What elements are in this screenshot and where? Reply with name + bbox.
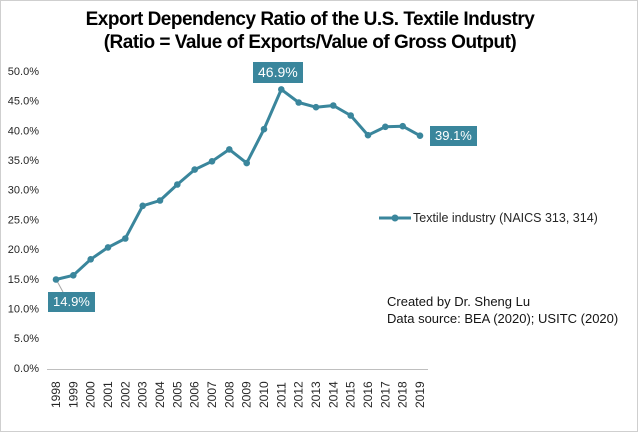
y-axis-tick-label: 30.0% xyxy=(8,185,39,197)
x-axis-tick-label: 2013 xyxy=(309,381,323,408)
data-label-2019: 39.1% xyxy=(430,126,477,146)
series-point-2011 xyxy=(278,86,285,93)
series-point-2014 xyxy=(330,102,337,109)
x-axis-tick-label: 1998 xyxy=(49,381,63,408)
y-axis-tick-label: 15.0% xyxy=(8,274,39,286)
series-point-2005 xyxy=(174,181,181,188)
series-point-2007 xyxy=(208,158,216,165)
x-axis-tick-label: 2001 xyxy=(101,381,115,408)
series-point-2002 xyxy=(122,235,129,242)
legend-line-marker-icon xyxy=(379,214,411,222)
data-label-1998: 14.9% xyxy=(48,292,95,312)
x-axis-tick-label: 2004 xyxy=(153,381,167,408)
x-axis-tick-label: 2010 xyxy=(257,381,271,408)
x-axis-tick-label: 2014 xyxy=(326,381,340,408)
y-axis-tick-label: 25.0% xyxy=(8,214,39,226)
x-axis-tick-label: 2006 xyxy=(188,381,202,408)
x-axis-tick-label: 2002 xyxy=(118,381,132,408)
credit-line1: Created by Dr. Sheng Lu xyxy=(387,294,531,309)
x-axis-tick-label: 1999 xyxy=(66,381,80,408)
credits: Created by Dr. Sheng Lu Data source: BEA… xyxy=(387,293,618,327)
chart-title-line1: Export Dependency Ratio of the U.S. Text… xyxy=(85,9,535,30)
x-axis-tick-label: 2000 xyxy=(84,381,98,408)
x-axis-tick-label: 2016 xyxy=(361,381,375,408)
y-axis-tick-label: 45.0% xyxy=(8,96,39,108)
legend-label: Textile industry (NAICS 313, 314) xyxy=(413,211,598,225)
series-point-2013 xyxy=(312,103,320,111)
series-point-2006 xyxy=(191,166,198,173)
y-axis-tick-label: 10.0% xyxy=(8,303,39,315)
credit-line2: Data source: BEA (2020); USITC (2020) xyxy=(387,311,619,326)
series-point-1999 xyxy=(70,272,77,279)
series-point-2017 xyxy=(382,123,389,131)
legend: Textile industry (NAICS 313, 314) xyxy=(379,211,598,225)
series-line xyxy=(54,87,422,281)
data-label-leader-line xyxy=(56,280,64,293)
series-point-1998 xyxy=(52,276,60,283)
x-axis-tick-label: 2007 xyxy=(205,381,219,408)
y-axis-tick-label: 40.0% xyxy=(8,125,39,137)
series-point-2016 xyxy=(364,131,372,139)
y-axis-tick-label: 0.0% xyxy=(14,363,39,375)
chart-title: Export Dependency Ratio of the U.S. Text… xyxy=(5,8,615,54)
y-axis-tick-label: 35.0% xyxy=(8,155,39,167)
series-point-2009 xyxy=(243,159,250,167)
series-point-2012 xyxy=(295,99,303,106)
x-axis-tick-label: 2009 xyxy=(240,381,254,408)
y-axis-tick-label: 50.0% xyxy=(8,66,39,78)
series-point-2001 xyxy=(104,244,112,251)
y-axis-tick-label: 20.0% xyxy=(8,244,39,256)
data-label-2011-peak: 46.9% xyxy=(253,62,303,83)
series-point-2019 xyxy=(416,132,424,139)
x-axis-tick-label: 2017 xyxy=(378,381,392,408)
x-axis-tick-label: 2015 xyxy=(344,381,358,408)
x-axis-tick-label: 2018 xyxy=(396,381,410,408)
series-point-2018 xyxy=(399,122,407,130)
series-point-2003 xyxy=(139,202,146,210)
series-point-2008 xyxy=(226,146,233,153)
series-point-2000 xyxy=(87,255,94,263)
y-axis-tick-label: 5.0% xyxy=(14,333,39,345)
x-axis-tick-label: 2003 xyxy=(136,381,150,408)
series-point-2010 xyxy=(260,125,268,133)
series-point-2004 xyxy=(156,197,164,204)
x-axis-tick-label: 2019 xyxy=(413,381,427,408)
x-axis-tick-label: 2008 xyxy=(222,381,236,408)
chart-title-line2: (Ratio = Value of Exports/Value of Gross… xyxy=(103,32,517,53)
x-axis-tick-label: 2012 xyxy=(292,381,306,408)
x-axis-tick-label: 2011 xyxy=(274,382,288,408)
series-point-2015 xyxy=(347,112,355,119)
x-axis-tick-label: 2005 xyxy=(170,381,184,408)
